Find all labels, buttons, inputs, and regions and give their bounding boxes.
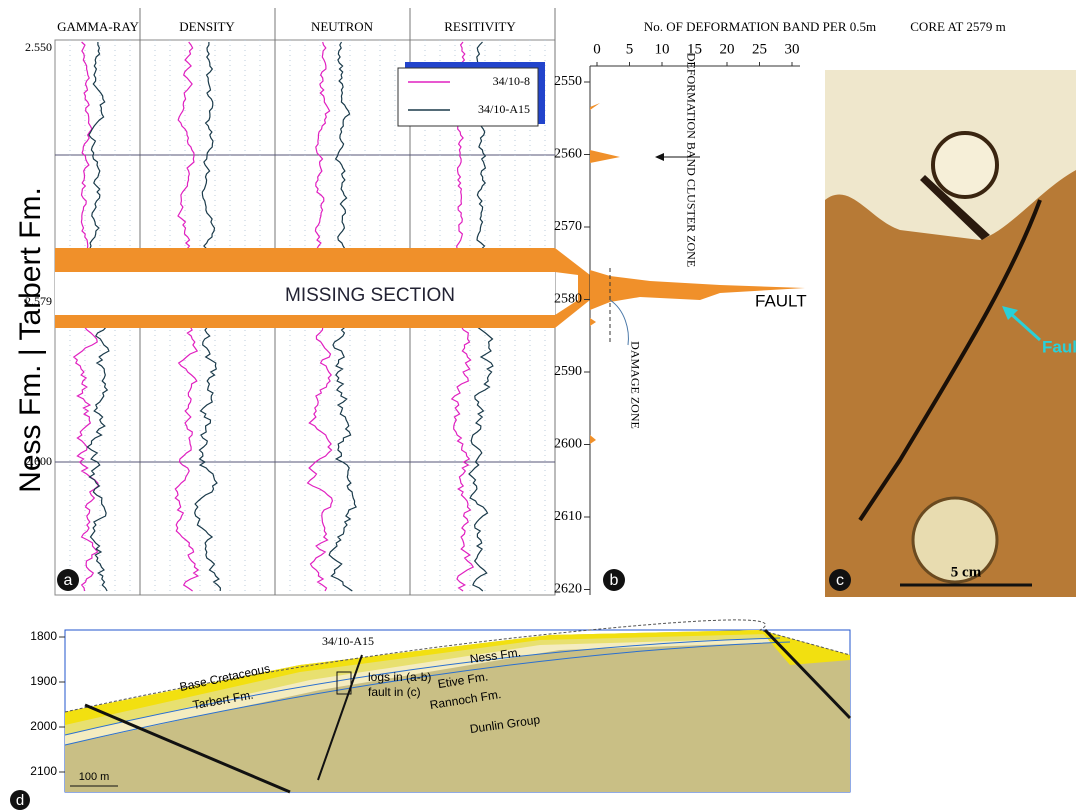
y-tick-label: 2550: [554, 74, 582, 89]
formation-label: Ness Fm. | Tarbert Fm.: [14, 187, 47, 493]
x-tick-label: 5: [626, 41, 634, 57]
y-tick-label: 2560: [554, 147, 582, 162]
missing-label: MISSING SECTION: [285, 285, 455, 306]
panel-letter: a: [64, 572, 73, 589]
panel-a: GAMMA-RAY DENSITY NEUTRON RESITIVITY 2.5…: [14, 8, 590, 595]
panel-title: CORE AT 2579 m: [910, 19, 1005, 34]
legend-label: 34/10-A15: [478, 102, 530, 116]
annotation: DEFORMATION BAND CLUSTER ZONE: [684, 53, 698, 267]
damage-leader: [610, 300, 628, 345]
column-header: NEUTRON: [311, 19, 374, 34]
panel-c: CORE AT 2579 m Fault 5 cm c: [825, 19, 1076, 597]
y-tick-label: 2610: [554, 509, 582, 524]
fault-label: FAULT: [755, 291, 807, 310]
y-tick-label: 2590: [554, 364, 582, 379]
y-tick-label: 1800: [30, 629, 57, 643]
band-peak: [590, 318, 596, 326]
annotation: DAMAGE ZONE: [628, 341, 642, 429]
core-plug: [933, 133, 997, 197]
arrowhead: [655, 153, 664, 161]
x-tick-label: 30: [785, 41, 800, 57]
fault-label: Fault: [1042, 337, 1076, 356]
panel-letter: d: [16, 792, 24, 809]
well-label: 34/10-A15: [322, 634, 374, 648]
panel-letter: b: [610, 572, 619, 589]
y-tick-label: 1900: [30, 674, 57, 688]
y-tick-label: 2600: [554, 437, 582, 452]
x-tick-label: 10: [655, 41, 670, 57]
scale-label: 100 m: [79, 771, 110, 783]
scale-label: 5 cm: [951, 564, 982, 580]
band-peak: [590, 435, 596, 444]
annotation: fault in (c): [368, 685, 421, 699]
column-header: GAMMA-RAY: [57, 19, 139, 34]
figure-canvas: GAMMA-RAY DENSITY NEUTRON RESITIVITY 2.5…: [0, 0, 1076, 812]
y-tick-label: 2000: [30, 719, 57, 733]
annotation: logs in (a-b): [368, 670, 431, 684]
column-header: RESITIVITY: [444, 19, 516, 34]
x-tick-label: 25: [752, 41, 767, 57]
x-tick-label: 0: [593, 41, 601, 57]
y-tick-label: 2620: [554, 582, 582, 597]
panel-title: No. OF DEFORMATION BAND PER 0.5m: [644, 19, 876, 34]
y-tick-label: 2100: [30, 764, 57, 778]
band-peak: [590, 150, 620, 163]
depth-label: 2.550: [25, 40, 52, 54]
column-header: DENSITY: [179, 19, 235, 34]
x-tick-label: 20: [720, 41, 735, 57]
depth-axis: 1800 1900 2000 2100: [30, 629, 65, 778]
y-tick-label: 2570: [554, 219, 582, 234]
panel-letter: c: [836, 572, 844, 589]
figure: GAMMA-RAY DENSITY NEUTRON RESITIVITY 2.5…: [0, 0, 1076, 812]
y-tick-label: 2580: [554, 292, 582, 307]
band-peak: [590, 103, 600, 110]
legend-label: 34/10-8: [493, 74, 530, 88]
